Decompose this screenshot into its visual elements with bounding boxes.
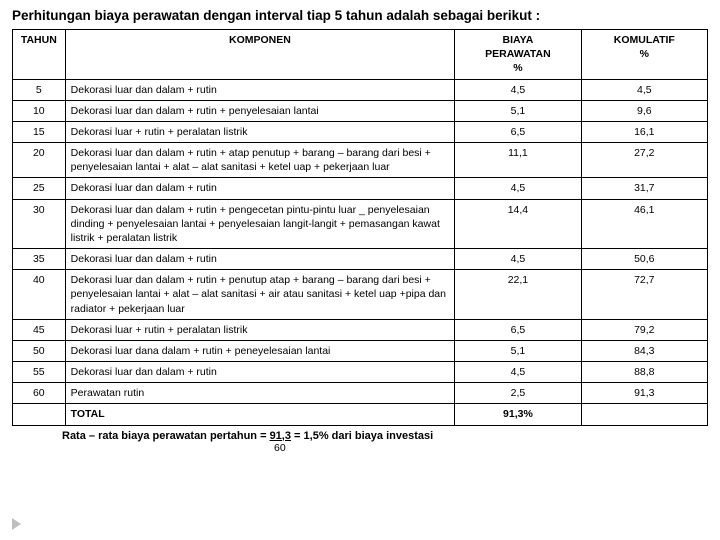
table-body: 5Dekorasi luar dan dalam + rutin4,54,510…	[13, 79, 708, 425]
cell-komulatif: 88,8	[581, 362, 707, 383]
cell-biaya: 6,5	[455, 121, 581, 142]
cell-komulatif: 4,5	[581, 79, 707, 100]
col-kum-l2: %	[587, 47, 702, 61]
cell-tahun: 10	[13, 100, 66, 121]
cell-tahun: 30	[13, 199, 66, 249]
cell-komulatif: 72,7	[581, 270, 707, 320]
footer-suffix: = 1,5% dari biaya investasi	[294, 430, 433, 442]
col-biaya-l1: BIAYA	[460, 33, 575, 47]
col-biaya-l3: %	[460, 61, 575, 75]
table-row: 10Dekorasi luar dan dalam + rutin + peny…	[13, 100, 708, 121]
footer-frac-num: 91,3	[270, 430, 291, 442]
cell-komulatif: 79,2	[581, 319, 707, 340]
cell-komponen: Dekorasi luar dan dalam + rutin + atap p…	[65, 143, 455, 178]
table-row: 5Dekorasi luar dan dalam + rutin4,54,5	[13, 79, 708, 100]
cell-komulatif: 27,2	[581, 143, 707, 178]
cell-tahun: 60	[13, 383, 66, 404]
table-row: 45Dekorasi luar + rutin + peralatan list…	[13, 319, 708, 340]
cell-total-value: 91,3%	[455, 404, 581, 425]
cell-komulatif: 84,3	[581, 340, 707, 361]
cell-biaya: 4,5	[455, 362, 581, 383]
cell-komulatif: 16,1	[581, 121, 707, 142]
cell-komponen: Dekorasi luar dan dalam + rutin	[65, 178, 455, 199]
cell-komulatif: 31,7	[581, 178, 707, 199]
footer-prefix: Rata – rata biaya perawatan pertahun =	[62, 430, 270, 442]
cell-tahun: 20	[13, 143, 66, 178]
cell-komponen: Dekorasi luar dan dalam + rutin + penyel…	[65, 100, 455, 121]
cell-tahun: 45	[13, 319, 66, 340]
footer-frac-den: 60	[274, 442, 708, 454]
col-tahun: TAHUN	[13, 30, 66, 80]
play-marker-icon	[12, 518, 21, 530]
cell-total-label: TOTAL	[65, 404, 455, 425]
cell-komponen: Perawatan rutin	[65, 383, 455, 404]
cell-tahun: 35	[13, 249, 66, 270]
cell-tahun: 40	[13, 270, 66, 320]
col-komulatif: KOMULATIF %	[581, 30, 707, 80]
cell-komponen: Dekorasi luar + rutin + peralatan listri…	[65, 319, 455, 340]
cell-tahun: 25	[13, 178, 66, 199]
table-row: 55Dekorasi luar dan dalam + rutin4,588,8	[13, 362, 708, 383]
cell-komulatif	[581, 404, 707, 425]
col-komponen: KOMPONEN	[65, 30, 455, 80]
cell-biaya: 4,5	[455, 249, 581, 270]
cell-komulatif: 9,6	[581, 100, 707, 121]
cell-komponen: Dekorasi luar dan dalam + rutin	[65, 79, 455, 100]
cell-biaya: 4,5	[455, 178, 581, 199]
cell-komponen: Dekorasi luar dana dalam + rutin + peney…	[65, 340, 455, 361]
table-row: 50Dekorasi luar dana dalam + rutin + pen…	[13, 340, 708, 361]
cell-tahun: 15	[13, 121, 66, 142]
cell-komponen: Dekorasi luar dan dalam + rutin	[65, 249, 455, 270]
cell-tahun: 55	[13, 362, 66, 383]
cell-komulatif: 46,1	[581, 199, 707, 249]
cell-biaya: 4,5	[455, 79, 581, 100]
cell-biaya: 6,5	[455, 319, 581, 340]
table-head: TAHUN KOMPONEN BIAYA PERAWATAN % KOMULAT…	[13, 30, 708, 80]
table-row: 20Dekorasi luar dan dalam + rutin + atap…	[13, 143, 708, 178]
cell-biaya: 22,1	[455, 270, 581, 320]
col-biaya-l2: PERAWATAN	[460, 47, 575, 61]
cell-komponen: Dekorasi luar dan dalam + rutin + pengec…	[65, 199, 455, 249]
table-row: 15Dekorasi luar + rutin + peralatan list…	[13, 121, 708, 142]
table-row: 35Dekorasi luar dan dalam + rutin4,550,6	[13, 249, 708, 270]
cell-biaya: 2,5	[455, 383, 581, 404]
col-kum-l1: KOMULATIF	[587, 33, 702, 47]
table-row: 60Perawatan rutin2,591,3	[13, 383, 708, 404]
cell-komulatif: 91,3	[581, 383, 707, 404]
cell-komulatif: 50,6	[581, 249, 707, 270]
cell-biaya: 5,1	[455, 340, 581, 361]
cost-table: TAHUN KOMPONEN BIAYA PERAWATAN % KOMULAT…	[12, 29, 708, 426]
table-row: 25Dekorasi luar dan dalam + rutin4,531,7	[13, 178, 708, 199]
cell-komponen: Dekorasi luar dan dalam + rutin + penutu…	[65, 270, 455, 320]
footer-note: Rata – rata biaya perawatan pertahun = 9…	[62, 430, 708, 454]
table-row: 40Dekorasi luar dan dalam + rutin + penu…	[13, 270, 708, 320]
cell-biaya: 14,4	[455, 199, 581, 249]
cell-biaya: 5,1	[455, 100, 581, 121]
table-row-total: TOTAL91,3%	[13, 404, 708, 425]
cell-tahun: 5	[13, 79, 66, 100]
cell-tahun: 50	[13, 340, 66, 361]
page-title: Perhitungan biaya perawatan dengan inter…	[12, 8, 708, 23]
col-biaya: BIAYA PERAWATAN %	[455, 30, 581, 80]
cell-komponen: Dekorasi luar dan dalam + rutin	[65, 362, 455, 383]
cell-tahun	[13, 404, 66, 425]
table-row: 30Dekorasi luar dan dalam + rutin + peng…	[13, 199, 708, 249]
cell-biaya: 11,1	[455, 143, 581, 178]
cell-komponen: Dekorasi luar + rutin + peralatan listri…	[65, 121, 455, 142]
